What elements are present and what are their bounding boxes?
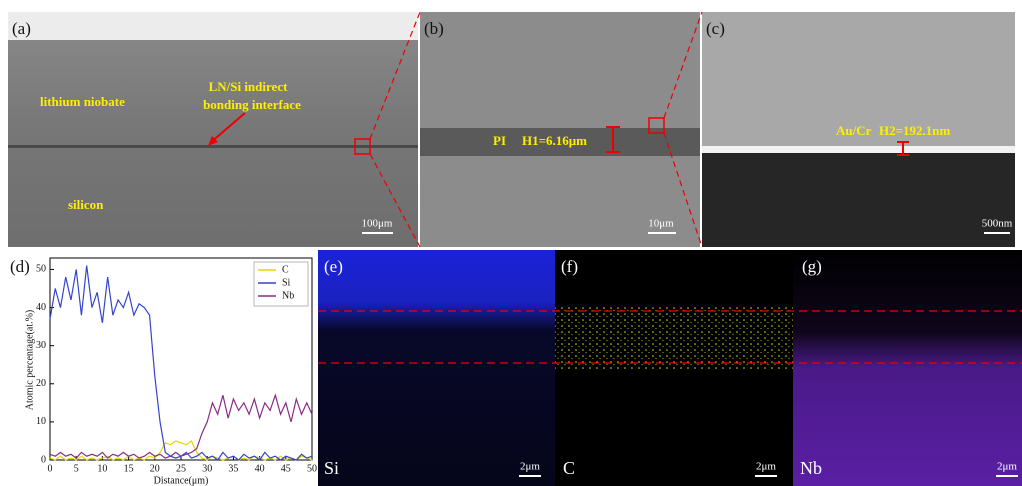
x-tick-label: 25 [176,463,186,474]
eds-signal [555,305,793,370]
y-axis-label: Atomic percentage(at.%) [24,310,35,411]
scale-bar-label: 2μm [997,461,1017,473]
legend [254,262,308,306]
panel-label: (c) [706,19,725,38]
annotation: bonding interface [203,97,301,112]
x-tick-label: 45 [281,463,291,474]
y-tick-label: 0 [41,454,46,465]
x-tick-label: 5 [74,463,79,474]
x-tick-label: 40 [255,463,265,474]
legend-label: Nb [282,290,294,301]
annotation: H2=192.1nm [879,123,950,138]
y-tick-label: 20 [36,378,46,389]
x-tick-label: 0 [48,463,53,474]
annotation: Au/Cr [836,123,872,138]
legend-label: Si [282,277,291,288]
x-tick-label: 50 [307,463,317,474]
panel-label: (b) [424,19,444,38]
element-label: C [563,458,575,478]
y-tick-label: 50 [36,264,46,275]
scale-bar-label: 2μm [520,461,540,473]
panel-label: (d) [10,257,30,276]
panel-label: (g) [802,257,822,276]
annotation: PI [493,133,506,148]
interface [8,145,418,148]
y-tick-label: 10 [36,416,46,427]
annotation: H1=6.16μm [522,133,587,148]
figure: (a) lithium niobate LN/Si indirect bondi… [0,0,1022,486]
y-tick-label: 40 [36,302,46,313]
scale-bar-label: 2μm [756,461,776,473]
panel-label: (f) [561,257,578,276]
x-tick-label: 20 [150,463,160,474]
x-tick-label: 15 [124,463,134,474]
x-tick-label: 10 [97,463,107,474]
element-label: Si [324,458,339,478]
element-label: Nb [800,458,822,478]
x-tick-label: 35 [228,463,238,474]
sem-region [8,12,418,40]
panel-label: (a) [12,19,31,38]
eds-map [793,250,1022,486]
eds-map [318,250,555,486]
annotation: silicon [68,197,104,212]
scale-bar-label: 10μm [648,218,674,230]
scale-bar-label: 500nm [982,218,1013,230]
x-axis-label: Distance(μm) [154,475,209,486]
metal-layer [702,146,1015,153]
annotation: LN/Si indirect [209,79,289,94]
chart: 0 5 10 15 20 25 30 35 40 45 50 0 10 20 30 40 50 C Si Nb [36,258,317,474]
scale-bar-label: 100μm [362,218,393,230]
panel-label: (e) [324,257,343,276]
y-tick-label: 30 [36,340,46,351]
x-tick-label: 30 [202,463,212,474]
legend-label: C [282,264,289,275]
annotation: lithium niobate [40,94,125,109]
